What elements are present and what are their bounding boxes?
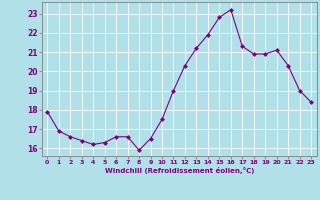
X-axis label: Windchill (Refroidissement éolien,°C): Windchill (Refroidissement éolien,°C) [105,167,254,174]
